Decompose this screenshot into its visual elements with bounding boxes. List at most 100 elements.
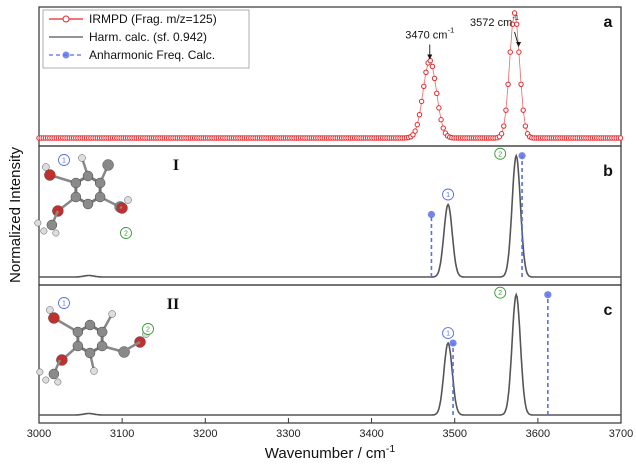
site-badge: [58, 154, 70, 166]
site-badge: [142, 323, 154, 335]
legend-label: Harm. calc. (sf. 0.942): [89, 30, 207, 44]
atom: [72, 340, 84, 352]
irmpd-point: [617, 135, 624, 141]
bond: [119, 205, 123, 210]
peak-annotation-0: 3470 cm-1: [405, 26, 454, 42]
irmpd-point: [516, 49, 522, 55]
atom: [34, 219, 42, 227]
irmpd-point: [498, 131, 505, 137]
mode-badge-label: 2: [498, 290, 502, 297]
irmpd-point: [505, 81, 511, 88]
peak-annotation-1-base: 3572 cm: [470, 17, 512, 29]
irmpd-point: [507, 49, 513, 55]
irmpd-point: [412, 128, 418, 134]
atom: [52, 229, 60, 237]
x-axis-title: Wavenumber / cm-1: [265, 443, 396, 462]
atom: [46, 306, 54, 314]
atom: [42, 376, 50, 384]
atom: [54, 378, 62, 386]
mode-badge: [494, 147, 507, 160]
peak-annotation-1-sup: -1: [512, 13, 519, 22]
anharmonic-marker: [449, 339, 457, 347]
irmpd-point: [431, 75, 438, 82]
atom: [42, 163, 50, 171]
atom: [48, 312, 60, 324]
anharmonic-marker: [427, 210, 436, 219]
site-badge: [120, 227, 132, 239]
atom: [84, 347, 96, 359]
atom: [108, 310, 116, 318]
x-tick-label: 3000: [27, 428, 51, 440]
site-badge: [58, 297, 70, 309]
irmpd-point: [414, 121, 420, 128]
atom: [94, 177, 106, 189]
atom: [84, 319, 96, 331]
panel-frame-b: [38, 145, 622, 286]
irmpd-point: [501, 123, 507, 129]
atom: [40, 227, 48, 235]
mode-badge-label: 1: [446, 192, 450, 199]
atom: [46, 219, 58, 231]
irmpd-point: [436, 105, 442, 111]
site-badge-label: 2: [146, 327, 150, 334]
irmpd-point: [434, 90, 440, 97]
legend-label: IRMPD (Frag. m/z=125): [89, 12, 217, 26]
mode-badge: [442, 327, 455, 340]
atom: [96, 326, 108, 338]
atom: [70, 191, 82, 203]
anharmonic-marker: [518, 152, 526, 160]
irmpd-point: [522, 123, 529, 129]
x-tick-label: 3300: [276, 428, 300, 440]
atom: [82, 170, 94, 182]
atom: [96, 340, 108, 352]
molecule-I: 12: [34, 154, 132, 239]
atom: [102, 159, 114, 171]
panel-letter-a: a: [604, 14, 613, 31]
atom: [44, 169, 56, 181]
peak-annotation-arrowhead: [427, 54, 433, 60]
atom: [36, 368, 44, 376]
panel-letter-c: c: [604, 302, 613, 319]
legend-swatch-marker: [62, 15, 70, 23]
irmpd-point: [518, 81, 524, 88]
atom: [90, 367, 98, 375]
irmpd-point: [421, 83, 427, 90]
molecule-II: 12: [36, 297, 154, 386]
x-axis-title-base: Wavenumber / cm: [265, 445, 386, 462]
mode-badge: [494, 286, 507, 299]
irmpd-point: [511, 10, 518, 16]
x-tick-label: 3500: [442, 428, 466, 440]
irmpd-point: [429, 63, 436, 70]
atom: [78, 154, 86, 162]
irmpd-point: [423, 69, 429, 76]
mode-badge-label: 2: [498, 151, 502, 158]
irmpd-point: [503, 107, 509, 113]
panel-letter-b: b: [603, 163, 613, 180]
irmpd-point: [514, 21, 520, 27]
x-tick-label: 3200: [193, 428, 217, 440]
bond: [121, 340, 141, 354]
irmpd-point: [418, 98, 425, 105]
isomer-label-b: I: [173, 157, 179, 174]
peak-annotation-0-base: 3470 cm: [405, 30, 447, 42]
site-badge-label: 1: [62, 158, 66, 165]
peak-annotation-0-sup: -1: [447, 26, 454, 35]
x-tick-label: 3400: [359, 428, 383, 440]
legend-swatch-marker: [62, 51, 70, 59]
peak-annotation-arrowhead: [516, 42, 522, 47]
anharmonic-marker: [544, 291, 552, 299]
irmpd-point: [520, 107, 526, 113]
x-tick-label: 3700: [609, 428, 633, 440]
y-axis-title: Normalized Intensity: [7, 147, 24, 283]
atom: [124, 196, 132, 204]
harmonic-curve-b: [39, 153, 621, 278]
atom: [94, 191, 106, 203]
x-axis-title-sup: -1: [386, 443, 395, 455]
irmpd-point: [427, 58, 433, 64]
site-badge-label: 2: [124, 231, 128, 238]
irmpd-point: [440, 125, 446, 131]
site-badge-label: 1: [62, 301, 66, 308]
panel-frame-c: [38, 284, 622, 424]
mode-badge-label: 1: [446, 331, 450, 338]
